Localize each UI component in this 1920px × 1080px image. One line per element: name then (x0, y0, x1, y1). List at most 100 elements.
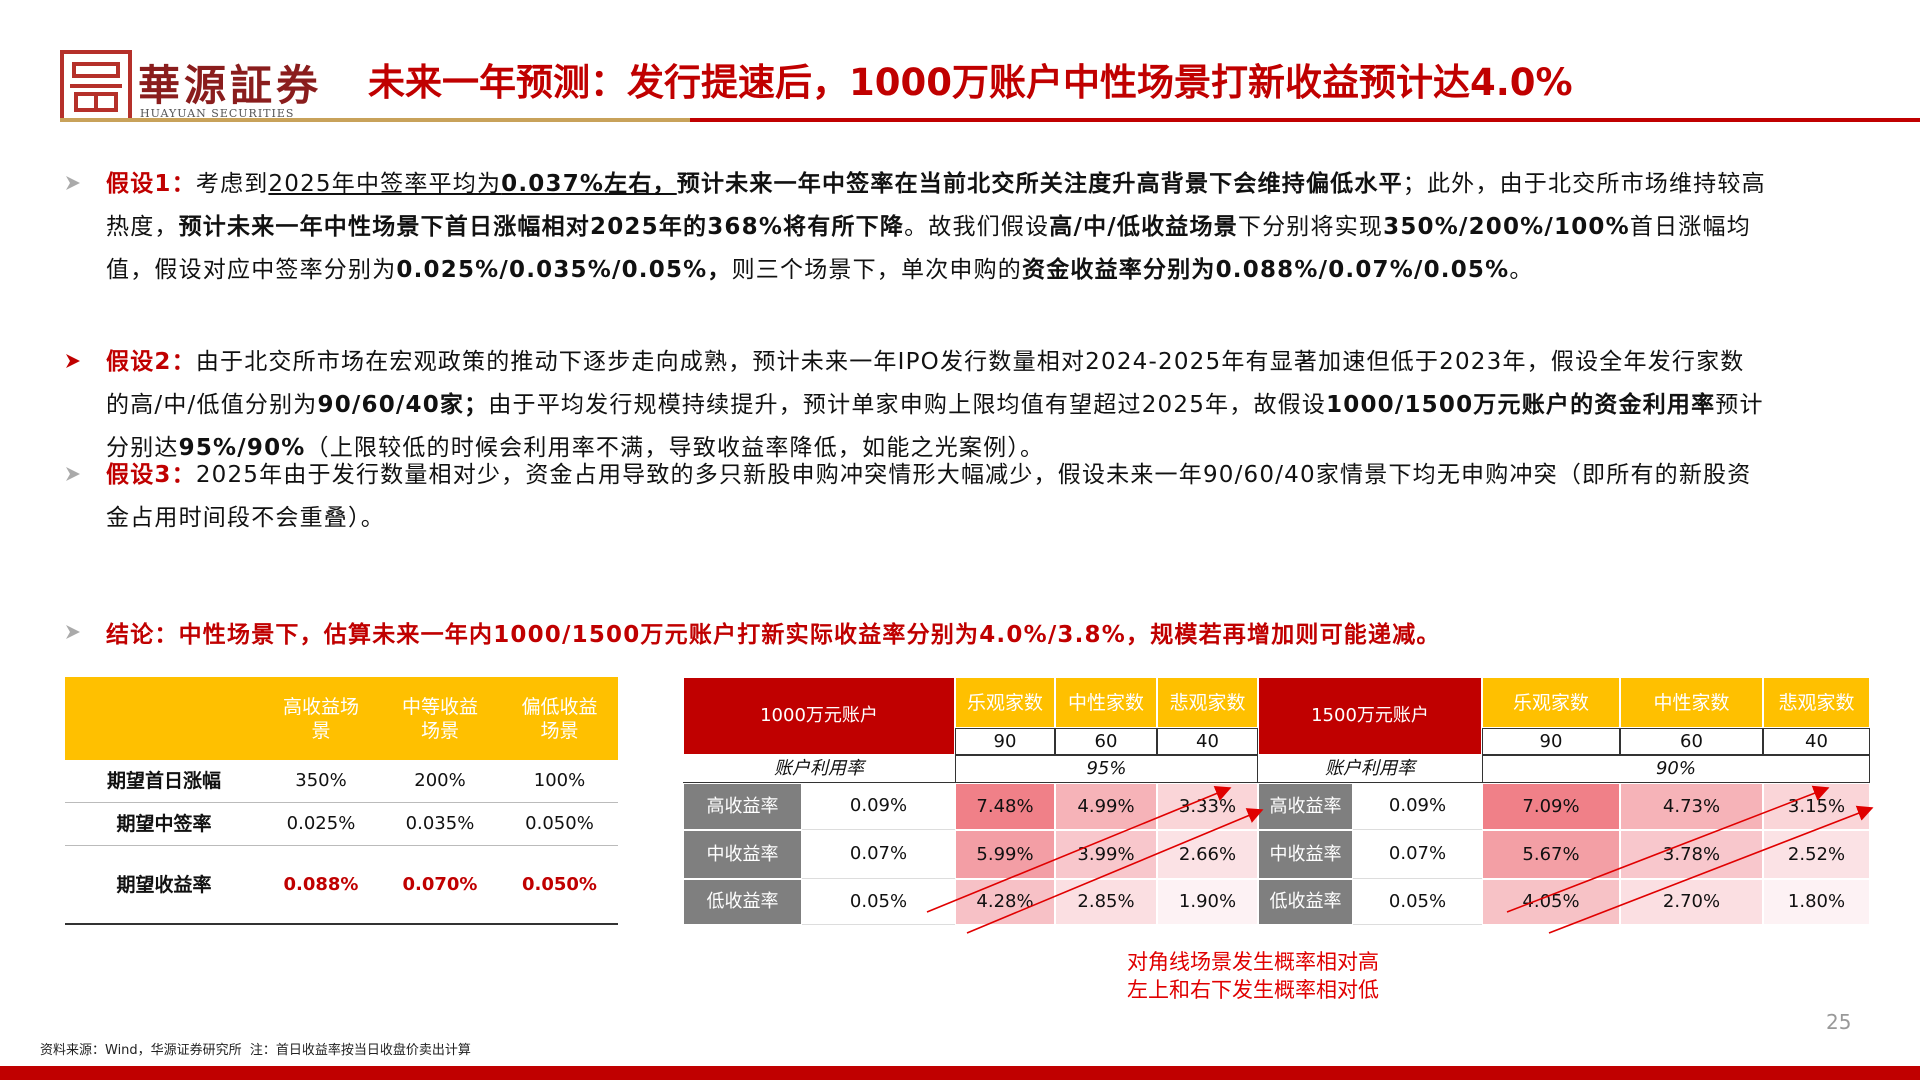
count-cell: 90 (955, 728, 1055, 755)
row-label: 期望收益率 (65, 846, 263, 925)
text-run: 考虑到 (195, 171, 269, 197)
header-cell: 中性家数 (1620, 677, 1763, 728)
text-run: （上限较低的时候会利用率不满，导致收益率降低，如能之光案例）。 (305, 435, 1045, 461)
bullet-arrow (66, 176, 80, 190)
return-cell: 7.09% (1482, 783, 1620, 830)
text-run: 下分别将实现 (1237, 214, 1384, 240)
text-run: 则三个场景下，单次申购的 (731, 257, 1022, 283)
return-cell: 3.78% (1620, 830, 1763, 879)
text-run: 2025年中签率平均为 (268, 171, 502, 197)
header-cell: 乐观家数 (955, 677, 1055, 728)
row-label: 高收益率 (683, 783, 802, 830)
table-cell: 0.025% (263, 803, 379, 846)
logo-icon (60, 50, 132, 122)
text-run: 2025年由于发行数量相对少，资金占用导致的多只新股申购冲突情形大幅减少，假设未… (106, 462, 1752, 531)
return-cell: 3.33% (1157, 783, 1258, 830)
return-cell: 4.99% (1055, 783, 1157, 830)
util-label: 账户利用率 (683, 755, 955, 783)
return-cell: 2.85% (1055, 879, 1157, 925)
text-run: 资金收益率分别为0.088%/0.07%/0.05% (1022, 257, 1510, 283)
return-cell: 2.52% (1763, 830, 1870, 879)
util-value: 95% (955, 755, 1258, 783)
row-label: 期望首日涨幅 (65, 760, 263, 803)
table-cell: 0.050% (501, 803, 618, 846)
rate-cell: 0.07% (1353, 830, 1482, 879)
annotation: 对角线场景发生概率相对高 左上和右下发生概率相对低 (1127, 948, 1379, 1004)
return-cell: 3.15% (1763, 783, 1870, 830)
table-cell: 0.050% (501, 846, 618, 925)
text-run: 0.025%/0.035%/0.05%， (396, 257, 732, 283)
rate-cell: 0.09% (1353, 783, 1482, 830)
return-cell: 5.99% (955, 830, 1055, 879)
text-run: 1000/1500万元账户的资金利用率 (1326, 392, 1716, 418)
row-label: 低收益率 (1258, 879, 1353, 925)
return-cell: 1.90% (1157, 879, 1258, 925)
text-run: 假设2： (106, 349, 196, 375)
header-cell: 中等收益场景 (379, 677, 501, 760)
table-cell: 0.070% (379, 846, 501, 925)
text-run: 假设3： (106, 462, 196, 488)
bullet: 假设1：考虑到2025年中签率平均为0.037%左右，预计未来一年中签率在当前北… (106, 163, 1766, 292)
text-run: 0.037%左右， (501, 171, 677, 197)
bullet-arrow (66, 625, 80, 639)
count-cell: 40 (1157, 728, 1258, 755)
bullet: 假设3：2025年由于发行数量相对少，资金占用导致的多只新股申购冲突情形大幅减少… (106, 454, 1766, 540)
rate-cell: 0.07% (802, 830, 955, 879)
header-cell (65, 677, 263, 760)
bullet-arrow (66, 354, 80, 368)
text-run: 假设1： (106, 171, 196, 197)
table-cell: 0.035% (379, 803, 501, 846)
rate-cell: 0.09% (802, 783, 955, 830)
bullet: 假设2：由于北交所市场在宏观政策的推动下逐步走向成熟，预计未来一年IPO发行数量… (106, 341, 1766, 470)
text-run: 预计分别达 (106, 392, 1764, 461)
count-cell: 40 (1763, 728, 1870, 755)
page-number: 25 (1826, 1010, 1852, 1034)
table-cell: 200% (379, 760, 501, 803)
count-cell: 90 (1482, 728, 1620, 755)
text-run: 预计未来一年中签率在当前北交所关注度升高背景下会维持偏低水平 (676, 171, 1403, 197)
text-run: 。 (1509, 257, 1534, 283)
return-cell: 3.99% (1055, 830, 1157, 879)
text-run: 90/60/40家； (317, 392, 489, 418)
count-cell: 60 (1055, 728, 1157, 755)
text-run: 350%/200%/100% (1383, 214, 1630, 240)
table-cell: 100% (501, 760, 618, 803)
logo-name: 華源証券 (138, 61, 323, 110)
return-cell: 5.67% (1482, 830, 1620, 879)
footer-bar (0, 1066, 1920, 1080)
return-cell: 7.48% (955, 783, 1055, 830)
row-label: 中收益率 (1258, 830, 1353, 879)
return-cell: 2.70% (1620, 879, 1763, 925)
rate-cell: 0.05% (1353, 879, 1482, 925)
row-label: 期望中签率 (65, 803, 263, 846)
account-cell: 1500万元账户 (1258, 677, 1482, 755)
util-label: 账户利用率 (1258, 755, 1482, 783)
text-run: ；此外，由于北交所市场维持较高热度， (106, 171, 1766, 240)
rate-cell: 0.05% (802, 879, 955, 925)
header-cell: 偏低收益场景 (501, 677, 618, 760)
text-run: 由于北交所市场在宏观政策的推动下逐步走向成熟，预计未来一年IPO发行数量相对20… (106, 349, 1745, 418)
return-cell: 4.05% (1482, 879, 1620, 925)
source-note: 资料来源：Wind，华源证券研究所 注：首日收益率按当日收盘价卖出计算 (40, 1043, 471, 1058)
text-run: 高/中/低收益场景 (1049, 214, 1238, 240)
return-cell: 4.28% (955, 879, 1055, 925)
header-cell: 中性家数 (1055, 677, 1157, 728)
count-cell: 60 (1620, 728, 1763, 755)
logo-subtitle: HUAYUAN SECURITIES (140, 107, 295, 120)
table-cell: 0.088% (263, 846, 379, 925)
annotation-line: 左上和右下发生概率相对低 (1127, 978, 1379, 1002)
conclusion: 结论：中性场景下，估算未来一年内1000/1500万元账户打新实际收益率分别为4… (106, 622, 1441, 648)
row-label: 中收益率 (683, 830, 802, 879)
return-cell: 2.66% (1157, 830, 1258, 879)
text-run: 。故我们假设 (904, 214, 1050, 240)
return-cell: 4.73% (1620, 783, 1763, 830)
slide-title: 未来一年预测：发行提速后，1000万账户中性场景打新收益预计达4.0% (368, 61, 1573, 104)
row-label: 高收益率 (1258, 783, 1353, 830)
text-run: 预计未来一年中性场景下首日涨幅相对2025年的368%将有所下降 (178, 214, 905, 240)
header-cell: 悲观家数 (1157, 677, 1258, 728)
account-cell: 1000万元账户 (683, 677, 955, 755)
header-rule-gold (60, 118, 690, 122)
header-cell: 高收益场景 (263, 677, 379, 760)
row-label: 低收益率 (683, 879, 802, 925)
